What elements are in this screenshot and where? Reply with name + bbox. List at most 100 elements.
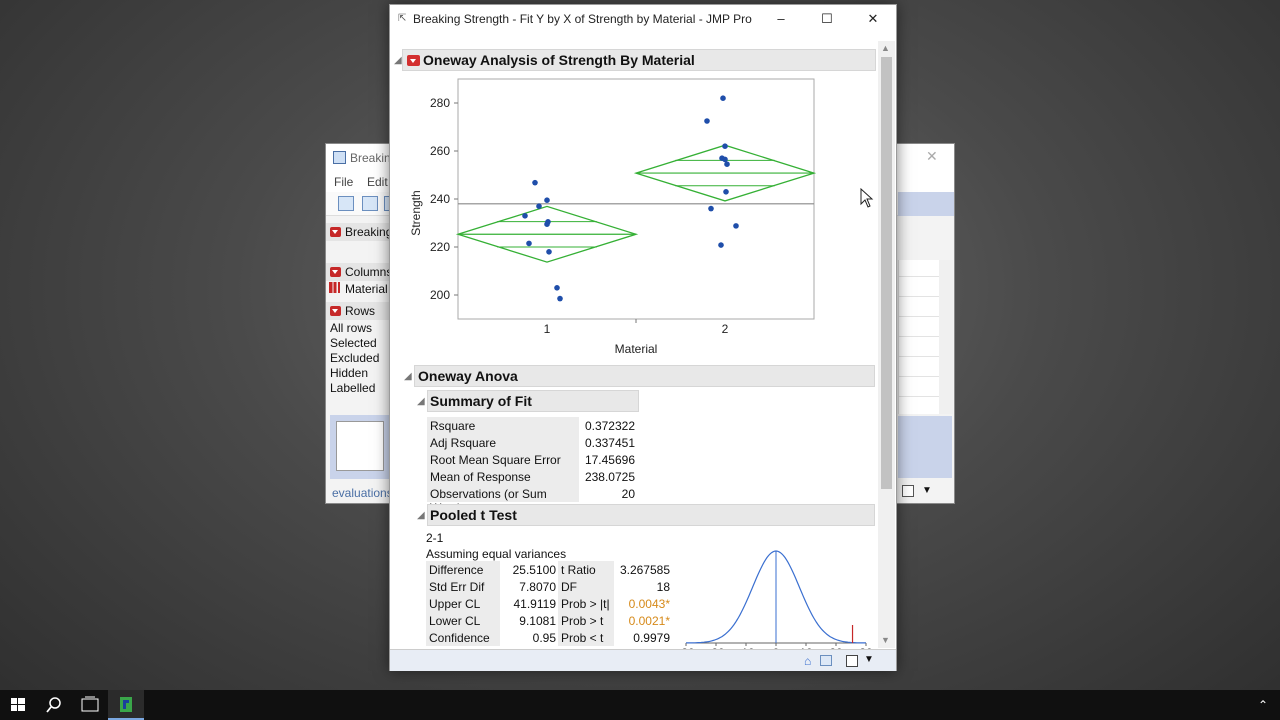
oneway-plot[interactable]: 200 220 240 260 280 1 2 Strength Material [390, 73, 870, 363]
menu-file[interactable]: File [334, 175, 354, 189]
summary-row: Observations (or Sum Wgts) 20 [427, 485, 635, 515]
ttest-row: Lower CL Dif 9.1081 [426, 612, 556, 642]
x-tick-label: -30 [680, 646, 695, 649]
red-triangle-menu-icon[interactable] [330, 267, 341, 277]
row-state-excluded[interactable]: Excluded [330, 351, 380, 365]
stat-label: Lower CL Dif [426, 612, 500, 642]
search-icon[interactable] [36, 690, 72, 720]
stat-label: Prob < t [558, 629, 614, 646]
row-state-labelled[interactable]: Labelled [330, 381, 376, 395]
data-point [708, 205, 714, 212]
dropdown-icon[interactable]: ▼ [922, 485, 932, 496]
stat-label: Confidence [426, 629, 500, 646]
toolbar-right [898, 192, 954, 216]
y-axis-label: Strength [409, 190, 423, 235]
stat-label: Std Err Dif [426, 578, 500, 595]
disclosure-icon[interactable]: ◢ [394, 55, 402, 66]
x-tick-label: 30 [859, 646, 873, 649]
stat-value: 3.267585 [619, 563, 670, 577]
dropdown-icon[interactable]: ▼ [864, 654, 874, 665]
status-bar: ⌂ ▼ [390, 649, 896, 671]
data-point [522, 213, 528, 219]
table-icon[interactable] [820, 655, 832, 666]
row-state-hidden[interactable]: Hidden [330, 366, 369, 380]
start-button[interactable] [0, 690, 36, 720]
red-triangle-menu-icon[interactable] [407, 55, 420, 66]
ttest-row: t Ratio 3.267585 [558, 561, 670, 578]
row-state-all[interactable]: All rows [330, 321, 373, 335]
data-point [544, 197, 550, 203]
summary-table: Rsquare 0.372322 Adj Rsquare 0.337451 Root M… [427, 417, 639, 515]
column-item-material[interactable]: Material [329, 282, 388, 296]
minimize-button[interactable]: – [777, 11, 785, 26]
stat-value: 0.95 [532, 631, 556, 645]
task-view-icon[interactable] [72, 690, 108, 720]
ttest-row: Prob < t 0.9979 [558, 629, 670, 646]
table-panel-head[interactable]: Breaking [326, 223, 392, 241]
row-state-selected[interactable]: Selected [330, 336, 377, 350]
home-icon[interactable]: ⌂ [804, 654, 812, 668]
background-window-title: Breakin [350, 151, 391, 165]
stat-label: Prob > t [558, 612, 614, 629]
x-axis-label: Material [615, 342, 658, 356]
red-triangle-menu-icon[interactable] [330, 227, 341, 237]
report-thumbnail[interactable] [330, 415, 390, 479]
stat-label: Root Mean Square Error [427, 451, 579, 468]
x-tick-label: -20 [707, 646, 725, 649]
window-titlebar[interactable]: ⇱ Breaking Strength - Fit Y by X of Stre… [390, 5, 896, 33]
data-point [718, 242, 724, 248]
jmp-app-icon[interactable] [108, 690, 144, 720]
summary-section-header[interactable]: Summary of Fit [427, 390, 639, 412]
ttest-row: Upper CL Dif 41.9119 [426, 595, 556, 625]
new-table-icon[interactable] [338, 196, 354, 211]
scroll-down-icon[interactable]: ▼ [881, 635, 890, 645]
summary-row: Adj Rsquare 0.337451 [427, 434, 635, 451]
disclosure-icon[interactable]: ◢ [417, 396, 425, 407]
red-triangle-menu-icon[interactable] [330, 306, 341, 316]
y-tick-label: 220 [430, 240, 450, 254]
report-content: ◢ Oneway Analysis of Strength By Materia… [390, 33, 896, 649]
data-table-icon [333, 151, 346, 164]
data-point [544, 221, 550, 227]
data-point [722, 156, 728, 163]
data-point [526, 240, 532, 247]
ttest-section-header[interactable]: Pooled t Test [427, 504, 875, 526]
stat-value: 20 [621, 487, 635, 501]
data-point [722, 143, 728, 149]
close-button[interactable]: ✕ [867, 11, 879, 26]
scroll-up-icon[interactable]: ▲ [881, 43, 890, 53]
grid-scrollbar[interactable] [939, 260, 953, 414]
ttest-row: Prob > |t| 0.0043* [558, 595, 670, 612]
anova-section-header[interactable]: Oneway Anova [414, 365, 875, 387]
report-window[interactable]: ⇱ Breaking Strength - Fit Y by X of Stre… [389, 4, 897, 671]
data-grid[interactable] [898, 260, 953, 414]
stat-value: 17.45696 [584, 453, 635, 467]
menu-edit[interactable]: Edit [367, 175, 388, 189]
data-point [554, 285, 560, 291]
ttest-assumption: Assuming equal variances [426, 547, 567, 561]
data-point [704, 118, 710, 124]
maximize-button[interactable]: ☐ [821, 11, 833, 26]
mouse-cursor-icon [860, 188, 874, 208]
y-tick-label: 200 [430, 288, 450, 302]
stat-label: Prob > |t| [558, 595, 614, 612]
scroll-thumb[interactable] [881, 57, 892, 489]
columns-panel-head[interactable]: Columns [326, 263, 392, 281]
open-icon[interactable] [362, 196, 378, 211]
checkbox-icon[interactable] [902, 485, 914, 497]
vertical-scrollbar[interactable]: ▲ ▼ [878, 41, 895, 648]
ttest-row: Difference 25.5100 [426, 561, 556, 578]
disclosure-icon[interactable]: ◢ [404, 371, 412, 382]
stat-label: Upper CL Dif [426, 595, 500, 625]
oneway-section-header[interactable]: Oneway Analysis of Strength By Material [402, 49, 876, 71]
disclosure-icon[interactable]: ◢ [417, 510, 425, 521]
nominal-column-icon [329, 282, 340, 293]
stat-value: 0.372322 [584, 419, 635, 433]
chevron-up-icon[interactable]: ⌃ [1257, 698, 1269, 712]
summary-row: Root Mean Square Error 17.45696 [427, 451, 635, 468]
rows-panel-label: Rows [345, 304, 376, 318]
checkbox-icon[interactable] [846, 655, 858, 667]
rows-panel-head[interactable]: Rows [326, 302, 390, 320]
close-icon[interactable]: ✕ [926, 148, 938, 164]
x-tick-label: 0 [773, 646, 780, 649]
